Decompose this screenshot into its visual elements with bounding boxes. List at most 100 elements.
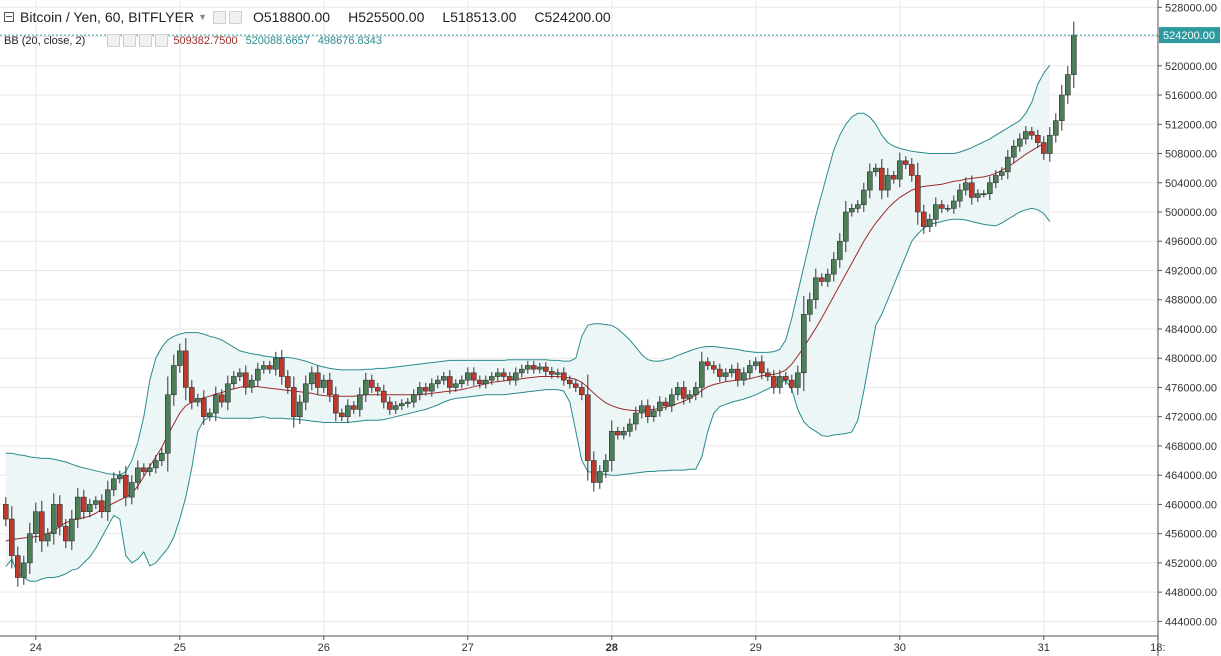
- candle-body: [135, 467, 141, 483]
- candle-body: [62, 526, 69, 542]
- x-tick-label: 18:: [1150, 642, 1165, 654]
- candle-body: [836, 240, 843, 260]
- bb-upper-value: 520088.6657: [245, 34, 310, 47]
- indicator-name[interactable]: BB (20, close, 2): [4, 34, 86, 47]
- candle-body: [452, 383, 459, 388]
- y-tick-label: 528000.00: [1165, 2, 1217, 14]
- indicator-controls: [107, 34, 171, 47]
- candle-body: [380, 390, 387, 403]
- candle-body: [123, 474, 129, 498]
- candle-body: [644, 405, 651, 417]
- symbol-title[interactable]: Bitcoin / Yen, 60, BITFLYER: [20, 9, 195, 25]
- candle-body: [464, 372, 471, 381]
- chevron-down-icon[interactable]: ▼: [198, 12, 207, 22]
- y-tick-label: 464000.00: [1165, 470, 1217, 482]
- candle-body: [1029, 131, 1035, 136]
- candle-body: [638, 405, 645, 414]
- candle-body: [32, 511, 39, 534]
- candle-body: [860, 189, 867, 205]
- candle-body: [1004, 156, 1011, 173]
- legend-controls: [212, 10, 245, 24]
- candle-body: [284, 376, 291, 388]
- candle-body: [165, 394, 171, 454]
- settings-icon[interactable]: [228, 10, 242, 24]
- candle-body: [566, 379, 573, 385]
- ohlc-close: C524200.00: [534, 9, 611, 25]
- candle-body: [422, 387, 429, 392]
- candle-body: [278, 357, 285, 377]
- ohlc-high: H525500.00: [348, 9, 425, 25]
- y-tick-label: 500000.00: [1165, 207, 1217, 219]
- candle-body: [237, 372, 243, 377]
- y-tick-label: 484000.00: [1165, 324, 1217, 336]
- candle-body: [542, 366, 549, 372]
- last-price-label: 524200.00: [1163, 30, 1215, 42]
- candle-body: [710, 365, 717, 370]
- candle-body: [842, 211, 849, 242]
- candle-body: [950, 200, 957, 209]
- candle-body: [926, 219, 933, 227]
- candle-body: [548, 371, 555, 375]
- candle-body: [1016, 138, 1023, 147]
- close-icon[interactable]: [139, 34, 153, 47]
- collapse-legend-icon[interactable]: [4, 12, 14, 22]
- candle-body: [213, 394, 219, 414]
- last-price-tag: [1159, 27, 1220, 44]
- candle-body: [488, 376, 495, 381]
- candle-body: [890, 175, 897, 180]
- candle-body: [500, 372, 507, 377]
- candle-body: [878, 167, 885, 191]
- candle-body: [416, 387, 423, 396]
- candle-body: [680, 387, 687, 399]
- candle-body: [398, 403, 405, 407]
- candle-body: [578, 387, 585, 396]
- candle-body: [674, 387, 681, 396]
- candle-body: [812, 277, 819, 301]
- candle-body: [117, 474, 123, 480]
- candle-body: [249, 379, 255, 388]
- candle-body: [296, 401, 303, 417]
- x-tick-label: 25: [174, 642, 186, 654]
- eye-icon[interactable]: [212, 10, 226, 24]
- y-tick-label: 448000.00: [1165, 587, 1217, 599]
- y-tick-label: 472000.00: [1165, 412, 1217, 424]
- candle-body: [111, 478, 117, 491]
- candle-body: [650, 410, 657, 417]
- x-tick-label: 26: [318, 642, 330, 654]
- candle-body: [704, 361, 711, 366]
- candle-body: [728, 368, 735, 374]
- eye-icon[interactable]: [107, 34, 121, 47]
- candle-body: [602, 460, 609, 472]
- candle-body: [506, 376, 513, 381]
- candle-body: [734, 368, 741, 381]
- candle-body: [15, 555, 21, 578]
- x-tick-label: 29: [750, 642, 762, 654]
- x-tick-label: 31: [1038, 642, 1050, 654]
- candle-body: [69, 518, 75, 542]
- candle-body: [848, 208, 855, 213]
- candle-body: [668, 394, 675, 407]
- candle-body: [93, 500, 99, 505]
- candle-body: [314, 372, 321, 388]
- candle-body: [38, 511, 45, 542]
- candle-body: [632, 412, 639, 425]
- candle-body: [392, 405, 399, 410]
- candle-body: [1065, 74, 1071, 96]
- indicator-legend: BB (20, close, 2) 509382.7500 520088.665…: [4, 34, 382, 47]
- candle-body: [818, 277, 825, 282]
- candle-body: [902, 160, 909, 165]
- candle-body: [374, 387, 381, 392]
- candle-body: [1053, 120, 1059, 136]
- candle-body: [350, 405, 357, 410]
- settings-icon[interactable]: [123, 34, 137, 47]
- candle-body: [141, 467, 147, 472]
- candle-body: [512, 372, 519, 381]
- candle-body: [554, 372, 561, 375]
- candle-body: [830, 259, 837, 275]
- candle-body: [974, 193, 981, 198]
- y-tick-label: 504000.00: [1165, 178, 1217, 190]
- more-icon[interactable]: [155, 34, 169, 47]
- candle-body: [189, 387, 195, 403]
- candle-body: [99, 500, 105, 513]
